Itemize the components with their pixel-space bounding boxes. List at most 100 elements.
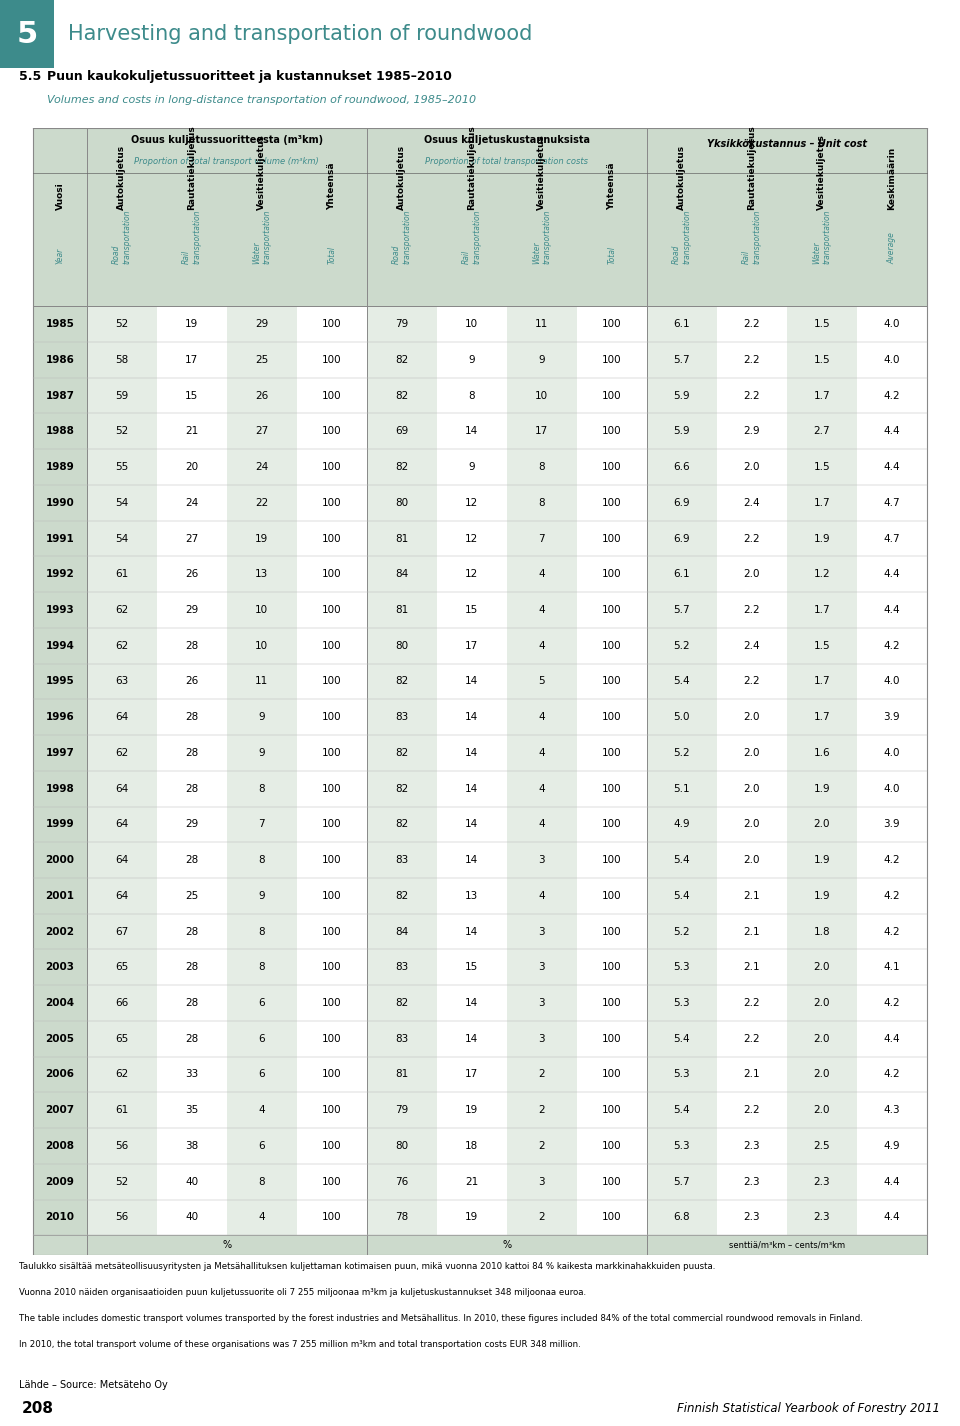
Text: 22: 22 xyxy=(255,498,269,508)
Text: 1.8: 1.8 xyxy=(813,927,830,937)
Text: 100: 100 xyxy=(602,426,621,436)
Text: 100: 100 xyxy=(602,1141,621,1151)
Text: Rail
transportation: Rail transportation xyxy=(462,210,481,264)
Text: Water
transportation: Water transportation xyxy=(532,210,551,264)
Bar xyxy=(34,1235,926,1255)
Text: 1.7: 1.7 xyxy=(813,605,830,615)
Text: 26: 26 xyxy=(255,391,269,401)
Text: 2.4: 2.4 xyxy=(743,640,760,650)
Text: Osuus kuljetussuoritteesta (m³km): Osuus kuljetussuoritteesta (m³km) xyxy=(131,134,323,144)
Text: 1998: 1998 xyxy=(46,784,74,794)
Text: 100: 100 xyxy=(322,927,342,937)
Text: 14: 14 xyxy=(465,927,478,937)
Text: 54: 54 xyxy=(115,498,129,508)
Text: 19: 19 xyxy=(465,1105,478,1115)
Text: 2.2: 2.2 xyxy=(743,676,760,686)
Text: 5.9: 5.9 xyxy=(673,391,690,401)
Text: 2.0: 2.0 xyxy=(743,569,760,579)
Text: 9: 9 xyxy=(468,462,475,472)
Text: 2000: 2000 xyxy=(45,856,75,866)
Text: 76: 76 xyxy=(396,1176,408,1186)
Text: Road
transportation: Road transportation xyxy=(672,210,691,264)
Text: 100: 100 xyxy=(322,963,342,973)
Text: 82: 82 xyxy=(396,784,408,794)
Text: 66: 66 xyxy=(115,998,129,1008)
Text: 4.7: 4.7 xyxy=(883,498,900,508)
Text: 19: 19 xyxy=(255,533,269,543)
Text: 2.5: 2.5 xyxy=(813,1141,830,1151)
Text: 2009: 2009 xyxy=(45,1176,75,1186)
Text: 5.2: 5.2 xyxy=(673,640,690,650)
Text: 5.0: 5.0 xyxy=(674,712,690,722)
Text: The table includes domestic transport volumes transported by the forest industri: The table includes domestic transport vo… xyxy=(19,1315,863,1323)
Text: 100: 100 xyxy=(602,533,621,543)
Text: 100: 100 xyxy=(322,891,342,901)
Bar xyxy=(34,173,926,307)
Text: 4: 4 xyxy=(539,605,545,615)
Text: 4: 4 xyxy=(539,712,545,722)
Text: 24: 24 xyxy=(185,498,199,508)
Text: 63: 63 xyxy=(115,676,129,686)
Text: 2.0: 2.0 xyxy=(813,963,830,973)
Text: 28: 28 xyxy=(185,963,199,973)
Text: 20: 20 xyxy=(185,462,199,472)
Text: 208: 208 xyxy=(22,1400,54,1416)
Text: 3: 3 xyxy=(539,927,545,937)
Text: 5.2: 5.2 xyxy=(673,747,690,757)
Text: 28: 28 xyxy=(185,927,199,937)
Text: 5.3: 5.3 xyxy=(673,963,690,973)
Text: 3: 3 xyxy=(539,998,545,1008)
Text: 100: 100 xyxy=(602,676,621,686)
Text: 4: 4 xyxy=(539,747,545,757)
Text: 14: 14 xyxy=(465,712,478,722)
Text: 3: 3 xyxy=(539,856,545,866)
Text: 65: 65 xyxy=(115,1034,129,1044)
Text: 84: 84 xyxy=(396,569,408,579)
Text: 9: 9 xyxy=(258,891,265,901)
Text: Yhteensä: Yhteensä xyxy=(608,163,616,211)
Text: 82: 82 xyxy=(396,355,408,365)
Text: senttiä/m³km – cents/m³km: senttiä/m³km – cents/m³km xyxy=(729,1241,845,1249)
Text: 9: 9 xyxy=(468,355,475,365)
Text: 4.9: 4.9 xyxy=(673,820,690,830)
Text: 28: 28 xyxy=(185,1034,199,1044)
Text: 2.0: 2.0 xyxy=(743,462,760,472)
Text: 2005: 2005 xyxy=(45,1034,75,1044)
Text: 1997: 1997 xyxy=(45,747,75,757)
Text: 2: 2 xyxy=(539,1141,545,1151)
Text: 2.2: 2.2 xyxy=(743,1105,760,1115)
Text: 69: 69 xyxy=(396,426,408,436)
Text: 100: 100 xyxy=(602,319,621,329)
Text: 10: 10 xyxy=(255,640,268,650)
Text: 2.1: 2.1 xyxy=(743,963,760,973)
Text: 82: 82 xyxy=(396,747,408,757)
Text: 2.2: 2.2 xyxy=(743,391,760,401)
Text: 79: 79 xyxy=(396,319,408,329)
Text: 56: 56 xyxy=(115,1212,129,1222)
Text: 2.2: 2.2 xyxy=(743,1034,760,1044)
Text: 1994: 1994 xyxy=(45,640,75,650)
Text: 4: 4 xyxy=(539,569,545,579)
Bar xyxy=(0,0,54,68)
Text: In 2010, the total transport volume of these organisations was 7 255 million m³k: In 2010, the total transport volume of t… xyxy=(19,1340,581,1349)
Text: 83: 83 xyxy=(396,963,408,973)
Text: Average: Average xyxy=(887,232,897,264)
Text: 100: 100 xyxy=(322,712,342,722)
Text: 21: 21 xyxy=(185,426,199,436)
Text: 2.2: 2.2 xyxy=(743,605,760,615)
Text: 80: 80 xyxy=(396,1141,408,1151)
Text: Autokuljetus: Autokuljetus xyxy=(117,145,126,211)
Text: 100: 100 xyxy=(602,391,621,401)
Text: 28: 28 xyxy=(185,856,199,866)
Text: 17: 17 xyxy=(465,640,478,650)
Text: 2.0: 2.0 xyxy=(813,1034,830,1044)
Text: 15: 15 xyxy=(465,605,478,615)
Text: Taulukko sisältää metsäteollisuusyritysten ja Metsähallituksen kuljettaman kotim: Taulukko sisältää metsäteollisuusyrityst… xyxy=(19,1262,715,1271)
Text: 5.5: 5.5 xyxy=(19,70,41,83)
Text: Volumes and costs in long-distance transportation of roundwood, 1985–2010: Volumes and costs in long-distance trans… xyxy=(47,96,476,106)
Text: 1992: 1992 xyxy=(46,569,74,579)
Text: Yhteensä: Yhteensä xyxy=(327,163,336,211)
Text: 2008: 2008 xyxy=(45,1141,75,1151)
Text: Finnish Statistical Yearbook of Forestry 2011: Finnish Statistical Yearbook of Forestry… xyxy=(677,1402,940,1415)
Text: 6: 6 xyxy=(258,1070,265,1079)
